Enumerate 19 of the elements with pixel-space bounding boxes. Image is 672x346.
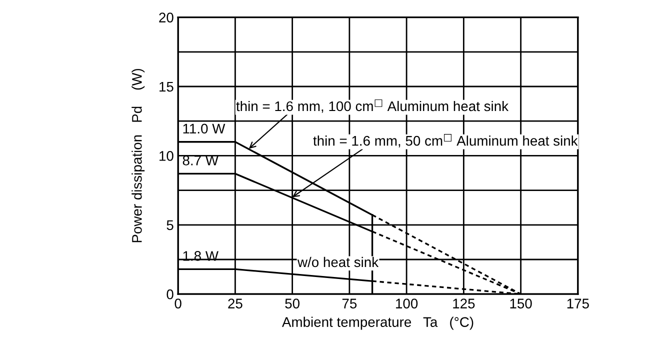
x-tick-label: 175 (567, 298, 589, 308)
x-tick-label: 75 (342, 298, 357, 308)
y-tick-label: 10 (160, 151, 174, 161)
x-tick-label: 100 (396, 298, 418, 308)
y-axis-title: Power dissipation Pd (W) (132, 68, 145, 242)
y-tick-label: 5 (166, 220, 174, 230)
x-tick-label: 25 (228, 298, 242, 308)
x-tick-label: 150 (510, 298, 532, 308)
annotation: 11.0 W (183, 124, 226, 134)
annotation: thin = 1.6 mm, 50 cm$^{□}$ Aluminum heat sink (313, 134, 578, 148)
annotation: w/o heat sink (297, 256, 379, 268)
annotation: thin = 1.6 mm, 100 cm$^{□}$ Aluminum heat sink (236, 99, 509, 113)
y-tick-label: 0 (166, 289, 174, 300)
x-tick-label: 125 (453, 298, 475, 308)
y-tick-label: 15 (160, 82, 174, 92)
x-tick-label: 50 (285, 298, 300, 308)
y-tick-label: 20 (159, 12, 174, 22)
x-axis-title: Ambient temperature Ta (°C) (282, 316, 474, 330)
x-tick-label: 0 (174, 298, 182, 308)
